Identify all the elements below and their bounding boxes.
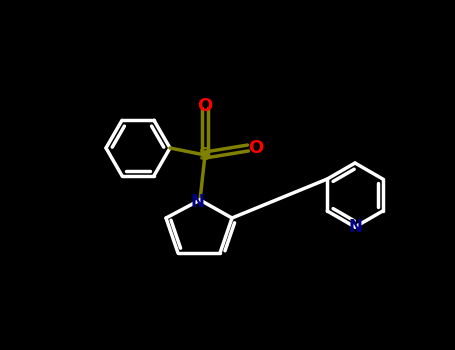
Text: N: N (348, 218, 362, 236)
Text: S: S (199, 146, 211, 164)
Text: O: O (248, 139, 263, 157)
Text: N: N (190, 193, 204, 211)
Text: O: O (197, 97, 212, 115)
